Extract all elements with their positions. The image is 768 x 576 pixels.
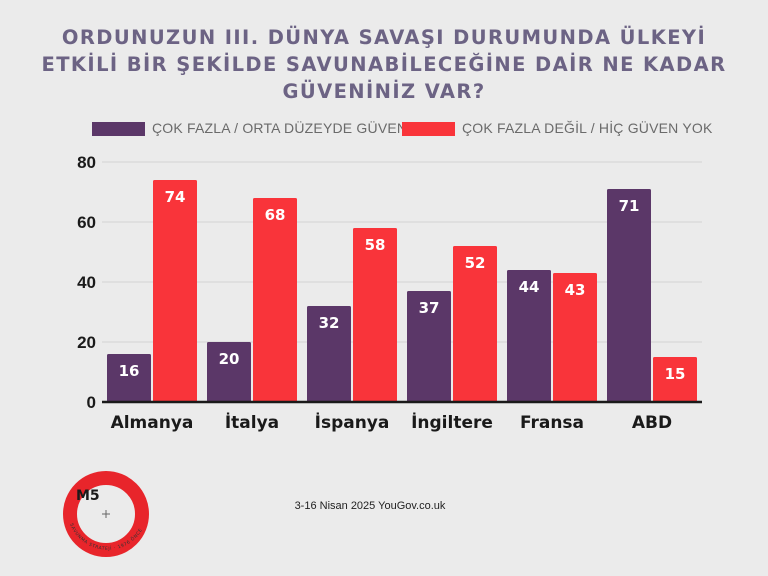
y-tick-label: 0 — [87, 393, 96, 412]
bar-1 — [407, 291, 451, 402]
data-label: 74 — [165, 188, 186, 206]
y-tick-label: 40 — [77, 273, 96, 292]
x-tick-label: Fransa — [520, 413, 584, 433]
data-label: 37 — [419, 299, 440, 317]
x-tick-label: ABD — [632, 413, 672, 433]
data-label: 58 — [365, 236, 386, 254]
m5-logo: M5 SAVUNMA STRATEJİ · 1976 ÖNCE 1981 — [56, 464, 149, 557]
data-label: 71 — [619, 197, 640, 215]
data-label: 52 — [465, 254, 486, 272]
bar-2 — [553, 273, 597, 402]
bar-chart: 0 20 40 60 80 16 74 Almanya 20 68 İtalya 32 58 İspany… — [77, 153, 702, 433]
legend-label-series2: ÇOK FAZLA DEĞİL / HİÇ GÜVEN YOK — [462, 120, 713, 136]
bar-1 — [507, 270, 551, 402]
data-label: 16 — [119, 362, 140, 380]
logo-text: M5 — [76, 488, 100, 504]
chart-title: ORDUNUZUN III. DÜNYA SAVAŞI DURUMUNDA ÜL… — [41, 26, 727, 103]
data-label: 68 — [265, 206, 286, 224]
logo-ring — [63, 471, 149, 557]
bar-1 — [307, 306, 351, 402]
data-label: 15 — [665, 365, 686, 383]
bar-1 — [207, 342, 251, 402]
bar-2 — [653, 357, 697, 402]
x-tick-label: İtalya — [225, 411, 279, 433]
bar-2 — [453, 246, 497, 402]
x-tick-label: İspanya — [315, 411, 390, 433]
data-label: 20 — [219, 350, 240, 368]
legend-label-series1: ÇOK FAZLA / ORTA DÜZEYDE GÜVEN — [152, 120, 408, 136]
bar-2 — [253, 198, 297, 402]
bar-2 — [153, 180, 197, 402]
y-tick-label: 20 — [77, 333, 96, 352]
bar-2 — [353, 228, 397, 402]
data-label: 44 — [519, 278, 540, 296]
source-note: 3-16 Nisan 2025 YouGov.co.uk — [294, 500, 446, 512]
y-tick-label: 80 — [77, 153, 96, 172]
bar-1 — [607, 189, 651, 402]
x-tick-label: Almanya — [111, 413, 194, 433]
x-tick-label: İngiltere — [411, 411, 493, 433]
legend: ÇOK FAZLA / ORTA DÜZEYDE GÜVEN ÇOK FAZLA… — [92, 119, 712, 139]
legend-swatch-series1 — [92, 122, 145, 136]
data-label: 32 — [319, 314, 340, 332]
bar-1 — [107, 354, 151, 402]
data-label: 43 — [565, 281, 586, 299]
y-tick-label: 60 — [77, 213, 96, 232]
legend-swatch-series2 — [402, 122, 455, 136]
